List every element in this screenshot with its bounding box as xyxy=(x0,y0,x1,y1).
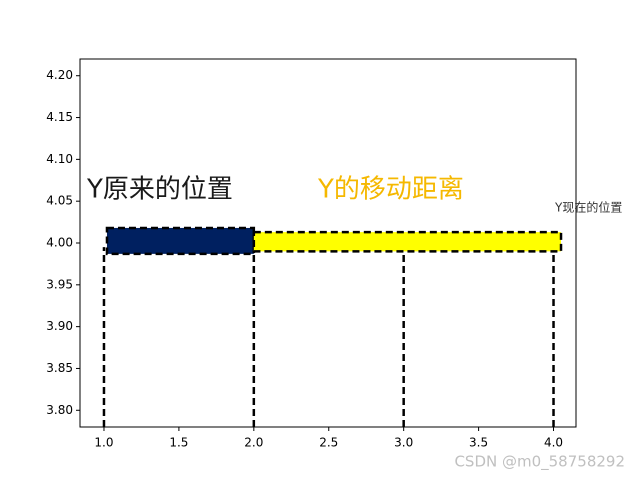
x-tick-label: 2.0 xyxy=(244,436,263,450)
rect xyxy=(105,226,256,256)
y-tick-label: 4.20 xyxy=(46,68,73,82)
y-tick-label: 3.85 xyxy=(46,361,73,375)
annotation: Y现在的位置 xyxy=(554,200,622,215)
x-tick-label: 2.5 xyxy=(319,436,338,450)
y-tick-label: 4.15 xyxy=(46,110,73,124)
y-tick-label: 3.95 xyxy=(46,277,73,291)
annotation: Y原来的位置 xyxy=(86,175,233,205)
y-tick-label: 3.90 xyxy=(46,319,73,333)
y-tick-label: 4.00 xyxy=(46,236,73,250)
annotation: Y的移动距离 xyxy=(317,175,464,205)
x-tick-label: 1.0 xyxy=(94,436,113,450)
y-tick-label: 3.80 xyxy=(46,403,73,417)
x-tick-label: 3.5 xyxy=(469,436,488,450)
y-tick-label: 4.05 xyxy=(46,194,73,208)
x-tick-label: 4.0 xyxy=(544,436,563,450)
x-tick-label: 3.0 xyxy=(394,436,413,450)
rect xyxy=(252,230,563,253)
y-tick-label: 4.10 xyxy=(46,152,73,166)
watermark: CSDN @m0_58758292 xyxy=(454,453,625,472)
x-tick-label: 1.5 xyxy=(169,436,188,450)
